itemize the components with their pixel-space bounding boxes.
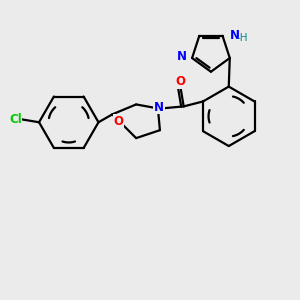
Text: Cl: Cl xyxy=(9,113,22,126)
Text: -H: -H xyxy=(236,33,248,43)
Text: N: N xyxy=(177,50,187,63)
Text: O: O xyxy=(113,115,123,128)
Text: O: O xyxy=(176,75,186,88)
Text: N: N xyxy=(230,29,239,42)
Text: N: N xyxy=(154,101,164,114)
